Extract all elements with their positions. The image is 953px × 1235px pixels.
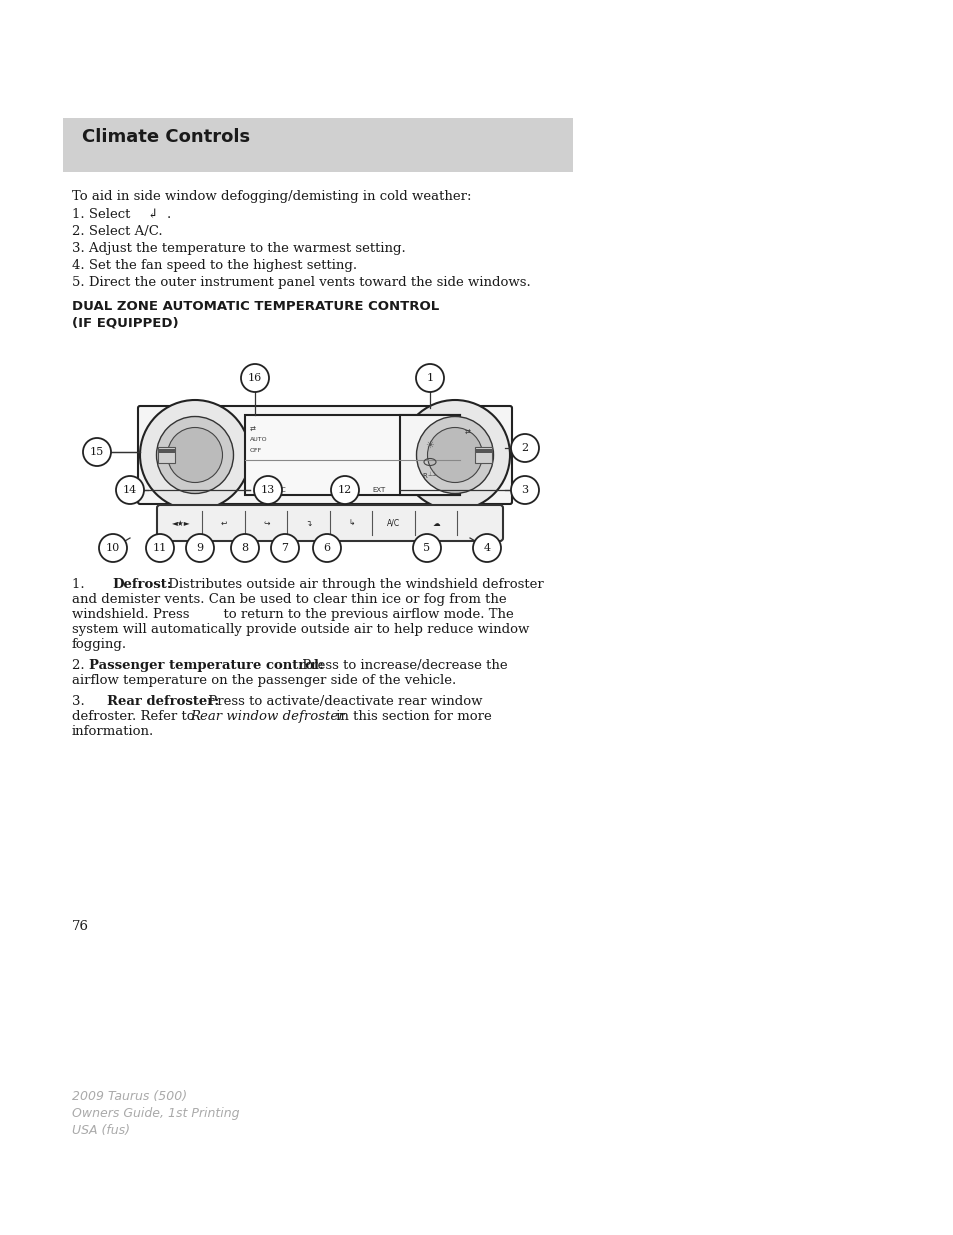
Text: 3: 3 (521, 485, 528, 495)
Text: Defrost:: Defrost: (112, 578, 172, 592)
Text: windshield. Press        to return to the previous airflow mode. The: windshield. Press to return to the previ… (71, 608, 514, 621)
Bar (475, 447, 492, 463)
Circle shape (99, 534, 127, 562)
FancyBboxPatch shape (157, 505, 502, 541)
Circle shape (186, 534, 213, 562)
Text: 13: 13 (260, 485, 274, 495)
Text: 15: 15 (90, 447, 104, 457)
Circle shape (140, 400, 250, 510)
Text: Climate Controls: Climate Controls (82, 128, 250, 146)
Text: 8: 8 (241, 543, 249, 553)
Text: 5. Direct the outer instrument panel vents toward the side windows.: 5. Direct the outer instrument panel ven… (71, 275, 530, 289)
Text: °F°C: °F°C (270, 487, 286, 493)
Circle shape (416, 416, 493, 494)
Circle shape (399, 400, 510, 510)
Text: 2: 2 (521, 443, 528, 453)
Text: ☀: ☀ (424, 440, 434, 450)
Circle shape (116, 475, 144, 504)
Text: 76: 76 (71, 920, 89, 932)
Text: 1: 1 (426, 373, 433, 383)
Text: 3. Adjust the temperature to the warmest setting.: 3. Adjust the temperature to the warmest… (71, 242, 405, 254)
Bar (475, 450, 492, 453)
Text: airflow temperature on the passenger side of the vehicle.: airflow temperature on the passenger sid… (71, 674, 456, 687)
Text: 4: 4 (483, 543, 490, 553)
Text: Rear window defroster: Rear window defroster (190, 710, 344, 722)
Text: 5: 5 (423, 543, 430, 553)
Text: A/C: A/C (387, 519, 400, 527)
Circle shape (253, 475, 282, 504)
Text: (IF EQUIPPED): (IF EQUIPPED) (71, 316, 178, 329)
Text: ◄★►: ◄★► (172, 519, 191, 527)
Text: 12: 12 (337, 485, 352, 495)
Text: 9: 9 (196, 543, 203, 553)
Text: 10: 10 (106, 543, 120, 553)
Text: Press to activate/deactivate rear window: Press to activate/deactivate rear window (204, 695, 482, 708)
Bar (63, 119, 573, 172)
Text: Rear defroster:: Rear defroster: (107, 695, 219, 708)
Text: 1.: 1. (71, 578, 89, 592)
Text: 6: 6 (323, 543, 331, 553)
Bar (157, 450, 175, 453)
Text: ⇄: ⇄ (464, 430, 471, 436)
Circle shape (83, 438, 111, 466)
Circle shape (413, 534, 440, 562)
Text: ☁: ☁ (432, 519, 439, 527)
Circle shape (271, 534, 298, 562)
Text: R: R (421, 473, 426, 479)
Circle shape (241, 364, 269, 391)
Text: 16: 16 (248, 373, 262, 383)
Text: fogging.: fogging. (71, 638, 127, 651)
Circle shape (231, 534, 258, 562)
Circle shape (156, 416, 233, 494)
Text: 4. Set the fan speed to the highest setting.: 4. Set the fan speed to the highest sett… (71, 259, 356, 272)
Text: information.: information. (71, 725, 154, 739)
Text: 2009 Taurus (500): 2009 Taurus (500) (71, 1091, 187, 1103)
Text: EXT: EXT (372, 487, 385, 493)
Bar (157, 447, 175, 463)
Circle shape (313, 534, 340, 562)
Text: Press to increase/decrease the: Press to increase/decrease the (297, 659, 507, 672)
Circle shape (511, 475, 538, 504)
Circle shape (427, 427, 482, 483)
Text: AUTO: AUTO (250, 437, 268, 442)
Text: 2.: 2. (71, 659, 89, 672)
Circle shape (473, 534, 500, 562)
Text: ⇄: ⇄ (250, 427, 255, 433)
Text: 7: 7 (281, 543, 288, 553)
Text: and demister vents. Can be used to clear thin ice or fog from the: and demister vents. Can be used to clear… (71, 593, 506, 606)
Text: 3.: 3. (71, 695, 89, 708)
Circle shape (416, 364, 443, 391)
Text: ↪: ↪ (263, 519, 269, 527)
Text: 11: 11 (152, 543, 167, 553)
Circle shape (168, 427, 222, 483)
Text: defroster. Refer to: defroster. Refer to (71, 710, 198, 722)
Text: in this section for more: in this section for more (332, 710, 491, 722)
Text: USA (fus): USA (fus) (71, 1124, 130, 1137)
Text: To aid in side window defogging/demisting in cold weather:: To aid in side window defogging/demistin… (71, 190, 471, 203)
Circle shape (331, 475, 358, 504)
Text: Passenger temperature control:: Passenger temperature control: (89, 659, 324, 672)
Bar (399, 415, 459, 495)
Text: ⊥⊥: ⊥⊥ (428, 472, 437, 477)
Circle shape (146, 534, 173, 562)
Bar (245, 415, 459, 495)
Text: DUAL ZONE AUTOMATIC TEMPERATURE CONTROL: DUAL ZONE AUTOMATIC TEMPERATURE CONTROL (71, 300, 438, 312)
FancyBboxPatch shape (138, 406, 512, 504)
Text: ↩: ↩ (220, 519, 227, 527)
Text: Distributes outside air through the windshield defroster: Distributes outside air through the wind… (164, 578, 543, 592)
Text: 1. Select    ↲  .: 1. Select ↲ . (71, 207, 172, 221)
Text: ↴: ↴ (305, 519, 312, 527)
Circle shape (511, 433, 538, 462)
Text: 2. Select A/C.: 2. Select A/C. (71, 225, 162, 238)
Text: OFF: OFF (250, 448, 262, 453)
Text: system will automatically provide outside air to help reduce window: system will automatically provide outsid… (71, 622, 529, 636)
Text: 14: 14 (123, 485, 137, 495)
Text: ↳: ↳ (348, 519, 355, 527)
Text: Owners Guide, 1st Printing: Owners Guide, 1st Printing (71, 1107, 239, 1120)
